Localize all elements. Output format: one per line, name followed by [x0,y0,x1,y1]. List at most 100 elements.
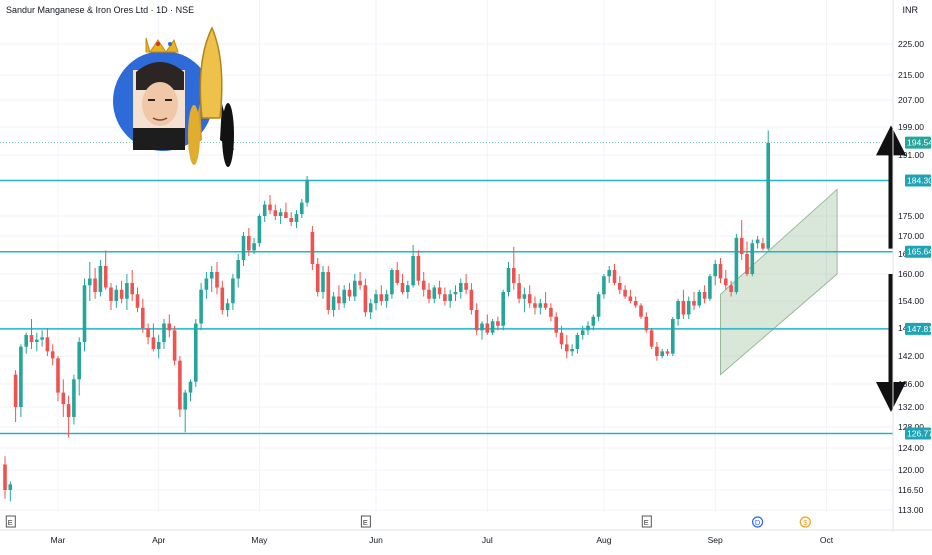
candle-body [172,330,177,361]
candle-body [66,404,71,417]
candle-body [517,283,521,299]
candle-body [151,337,156,349]
up-arrow-head [876,125,906,156]
time-tick-label: Apr [152,535,165,545]
candle-body [724,278,728,286]
candle-body [225,303,230,310]
candle-body [353,280,357,297]
earnings-marker [5,515,16,528]
candle-body [45,337,50,352]
avatar-illustration [113,26,234,167]
candle-body [623,289,627,297]
candle-body [559,332,564,345]
candle-body [676,301,680,319]
earnings-marker [360,515,371,528]
event-marker-label: E [363,518,368,527]
candle-body [665,351,670,354]
candle-body [644,316,649,331]
candle-body [501,292,505,326]
candle-body [649,330,654,347]
event-marker-label: E [8,518,13,527]
candle-body [543,303,548,308]
candle-body [453,292,458,295]
candle-body [24,335,28,347]
candle-body [607,270,611,277]
candle-body [697,292,702,306]
candle-body [596,294,601,317]
candle-body [278,212,283,216]
candle-body [448,294,452,301]
candle-body [13,374,18,407]
candle-body [119,289,124,299]
candle-body [3,464,7,490]
level-price-tag: 165.64 [907,247,932,257]
price-tick-label: 175.00 [898,211,924,221]
candle-body [432,287,437,299]
candle-body [538,303,543,308]
price-tick-label: 170.00 [898,231,924,241]
time-tick-label: Oct [820,535,834,545]
candle-body [554,316,558,333]
candle-body [183,392,187,410]
candle-body [496,321,500,326]
candle-body [135,294,140,308]
candle-body [411,256,415,286]
candle-body [268,204,272,211]
candle-body [167,323,172,331]
candle-body [628,296,633,301]
candle-body [750,243,755,274]
candle-body [745,254,749,274]
candle-body [125,283,129,299]
price-tick-label: 124.00 [898,443,924,453]
candle-body [88,278,92,286]
candle-body [289,218,293,222]
candle-body [220,287,225,310]
candle-body [633,301,638,306]
dividend-marker [751,516,764,528]
time-tick-label: Mar [51,535,66,545]
candle-body [390,270,394,295]
candle-body [421,280,426,290]
candle-body [618,283,622,290]
level-price-tag: 184.30 [907,176,932,186]
price-tick-label: 207.00 [898,95,924,105]
candle-body [358,280,362,286]
candle-body [315,264,320,292]
candle-body [284,212,288,218]
candle-body [50,351,55,359]
currency-label: INR [902,5,919,15]
candle-body [178,360,182,410]
candle-body [56,358,60,393]
candle-body [93,278,97,292]
candle-body [326,272,331,310]
candle-body [72,379,76,417]
candle-body [469,289,474,310]
price-tick-label: 142.00 [898,351,924,361]
candle-body [591,316,596,326]
candle-body [368,303,373,313]
price-tick-label: 128.00 [898,422,924,432]
candle-body [156,342,161,349]
time-tick-label: Jul [482,535,493,545]
price-tick-label: 154.00 [898,296,924,306]
candle-body [19,346,23,407]
down-arrow-head [876,382,906,412]
candle-body [204,278,209,290]
candle-body [231,278,235,304]
candle-body [342,289,346,304]
last-price-tag-bg [905,136,931,149]
candle-body [141,307,145,328]
candle-body [109,287,113,301]
candle-body [98,266,103,292]
price-tick-label: 191.00 [898,150,924,160]
candle-body [490,321,495,333]
candle-body [130,283,134,295]
candle-body [512,268,516,283]
chart-title: Sandur Manganese & Iron Ores Ltd · 1D · … [6,5,195,15]
candle-body [586,325,590,331]
candle-body [114,289,119,301]
candle-body [713,264,717,277]
event-marker-label: E [644,518,649,527]
